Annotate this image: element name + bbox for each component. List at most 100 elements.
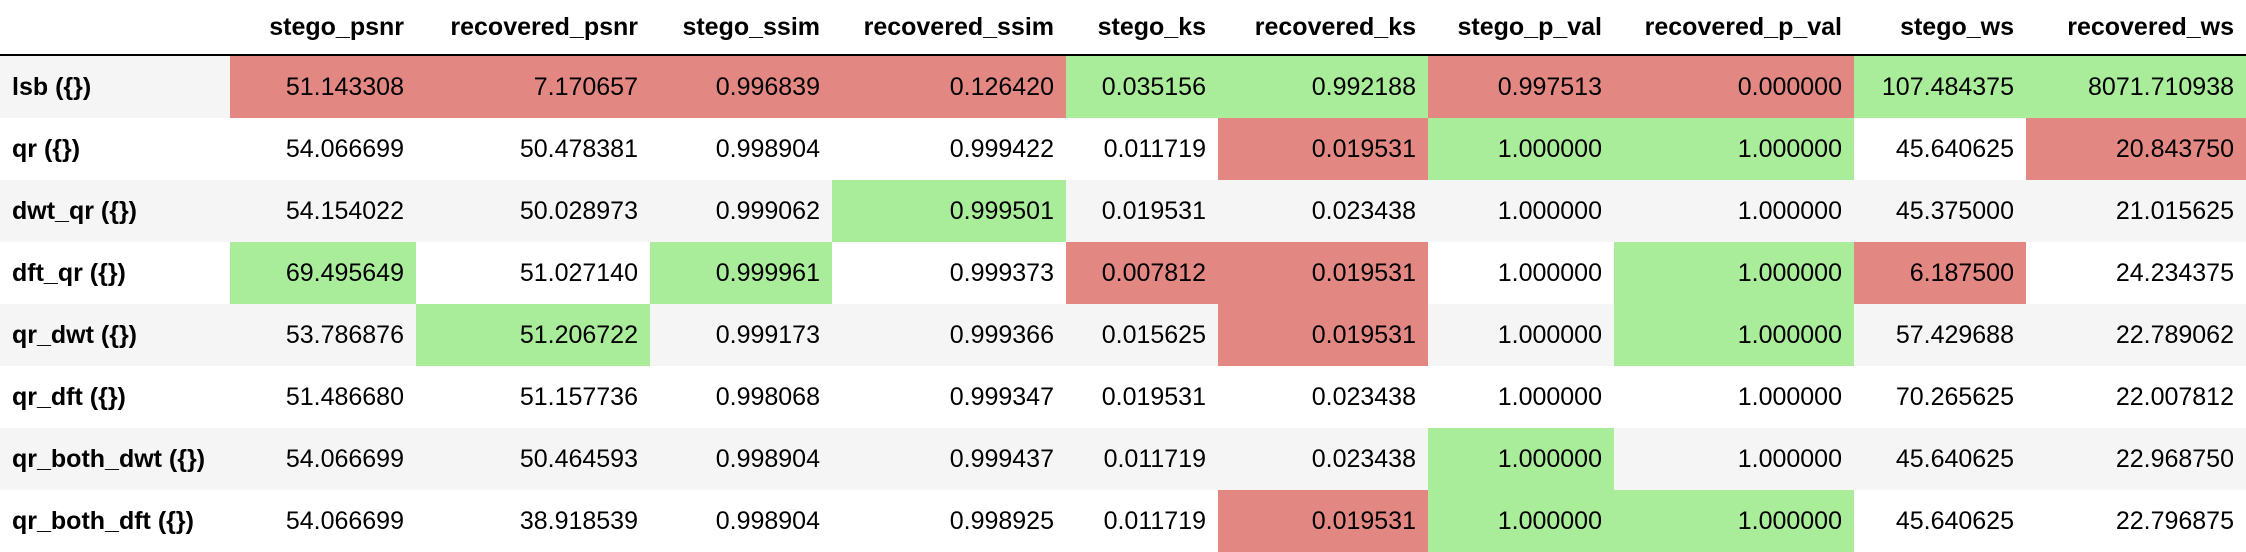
table-cell: 0.998068: [650, 366, 832, 428]
table-cell: 54.066699: [230, 118, 416, 180]
table-cell: 22.789062: [2026, 304, 2246, 366]
table-cell: 0.019531: [1218, 490, 1428, 552]
table-cell: 0.023438: [1218, 366, 1428, 428]
table-cell: 38.918539: [416, 490, 650, 552]
table-cell: 0.023438: [1218, 180, 1428, 242]
table-body: lsb ({}) 51.143308 7.170657 0.996839 0.12642…: [0, 55, 2246, 552]
table-cell: 45.640625: [1854, 490, 2026, 552]
table-cell: 22.968750: [2026, 428, 2246, 490]
table-cell: 0.011719: [1066, 428, 1218, 490]
table-cell: 51.027140: [416, 242, 650, 304]
column-header: stego_ks: [1066, 0, 1218, 56]
table-cell: 1.000000: [1614, 242, 1854, 304]
table-cell: 1.000000: [1614, 180, 1854, 242]
table-cell: 45.640625: [1854, 428, 2026, 490]
row-index-label: qr ({}): [0, 118, 230, 180]
table-cell: 0.019531: [1218, 242, 1428, 304]
column-header: stego_ws: [1854, 0, 2026, 56]
table-cell: 0.999961: [650, 242, 832, 304]
table-cell: 1.000000: [1614, 366, 1854, 428]
table-row: qr_dft ({}) 51.486680 51.157736 0.998068 0.9…: [0, 366, 2246, 428]
header-row: stego_psnr recovered_psnr stego_ssim rec…: [0, 0, 2246, 56]
table-row: qr_both_dwt ({}) 54.066699 50.464593 0.9989…: [0, 428, 2246, 490]
table-cell: 51.206722: [416, 304, 650, 366]
table-cell: 6.187500: [1854, 242, 2026, 304]
table-cell: 0.999437: [832, 428, 1066, 490]
table-cell: 1.000000: [1428, 118, 1614, 180]
column-header: recovered_ks: [1218, 0, 1428, 56]
row-index-label: qr_both_dwt ({}): [0, 428, 230, 490]
table-header: stego_psnr recovered_psnr stego_ssim rec…: [0, 0, 2246, 56]
table-cell: 0.126420: [832, 55, 1066, 118]
table-cell: 51.486680: [230, 366, 416, 428]
table-cell: 69.495649: [230, 242, 416, 304]
table-cell: 0.019531: [1066, 180, 1218, 242]
table-cell: 45.375000: [1854, 180, 2026, 242]
table-cell: 0.007812: [1066, 242, 1218, 304]
table-cell: 0.015625: [1066, 304, 1218, 366]
row-index-label: dft_qr ({}): [0, 242, 230, 304]
table-row: lsb ({}) 51.143308 7.170657 0.996839 0.12642…: [0, 55, 2246, 118]
table-cell: 1.000000: [1428, 490, 1614, 552]
table-cell: 0.999173: [650, 304, 832, 366]
column-header: stego_p_val: [1428, 0, 1614, 56]
table-cell: 24.234375: [2026, 242, 2246, 304]
table-cell: 0.035156: [1066, 55, 1218, 118]
table-cell: 1.000000: [1614, 428, 1854, 490]
table-cell: 54.154022: [230, 180, 416, 242]
table-cell: 50.464593: [416, 428, 650, 490]
row-index-label: qr_dwt ({}): [0, 304, 230, 366]
table-cell: 22.796875: [2026, 490, 2246, 552]
table-cell: 21.015625: [2026, 180, 2246, 242]
table-cell: 0.992188: [1218, 55, 1428, 118]
table-cell: 54.066699: [230, 428, 416, 490]
table-cell: 22.007812: [2026, 366, 2246, 428]
table-cell: 1.000000: [1428, 366, 1614, 428]
table-cell: 0.023438: [1218, 428, 1428, 490]
table-cell: 0.019531: [1066, 366, 1218, 428]
table-cell: 0.996839: [650, 55, 832, 118]
table-cell: 1.000000: [1428, 242, 1614, 304]
table-cell: 0.011719: [1066, 490, 1218, 552]
table-cell: 45.640625: [1854, 118, 2026, 180]
table-cell: 0.999347: [832, 366, 1066, 428]
column-header: stego_ssim: [650, 0, 832, 56]
table-cell: 0.999422: [832, 118, 1066, 180]
table-cell: 51.143308: [230, 55, 416, 118]
table-row: qr_dwt ({}) 53.786876 51.206722 0.999173 0.9…: [0, 304, 2246, 366]
table-cell: 1.000000: [1614, 304, 1854, 366]
table-cell: 70.265625: [1854, 366, 2026, 428]
row-index-label: dwt_qr ({}): [0, 180, 230, 242]
table-cell: 50.478381: [416, 118, 650, 180]
table-cell: 50.028973: [416, 180, 650, 242]
column-header: recovered_ws: [2026, 0, 2246, 56]
table-cell: 54.066699: [230, 490, 416, 552]
table-cell: 57.429688: [1854, 304, 2026, 366]
row-index-label: qr_dft ({}): [0, 366, 230, 428]
table-row: dwt_qr ({}) 54.154022 50.028973 0.999062 0.9…: [0, 180, 2246, 242]
table-cell: 0.000000: [1614, 55, 1854, 118]
table-cell: 0.999501: [832, 180, 1066, 242]
table-cell: 53.786876: [230, 304, 416, 366]
table-cell: 51.157736: [416, 366, 650, 428]
table-cell: 1.000000: [1614, 490, 1854, 552]
row-index-label: qr_both_dft ({}): [0, 490, 230, 552]
table-cell: 0.998904: [650, 118, 832, 180]
column-header: recovered_psnr: [416, 0, 650, 56]
table-cell: 7.170657: [416, 55, 650, 118]
table-cell: 1.000000: [1428, 304, 1614, 366]
column-header: recovered_ssim: [832, 0, 1066, 56]
index-header-cell: [0, 0, 230, 56]
row-index-label: lsb ({}): [0, 55, 230, 118]
table-cell: 0.999373: [832, 242, 1066, 304]
table-cell: 1.000000: [1614, 118, 1854, 180]
table-cell: 107.484375: [1854, 55, 2026, 118]
table-cell: 0.011719: [1066, 118, 1218, 180]
table-cell: 1.000000: [1428, 180, 1614, 242]
table-cell: 0.019531: [1218, 304, 1428, 366]
table-cell: 0.999366: [832, 304, 1066, 366]
table-cell: 0.998904: [650, 428, 832, 490]
table-cell: 0.998925: [832, 490, 1066, 552]
